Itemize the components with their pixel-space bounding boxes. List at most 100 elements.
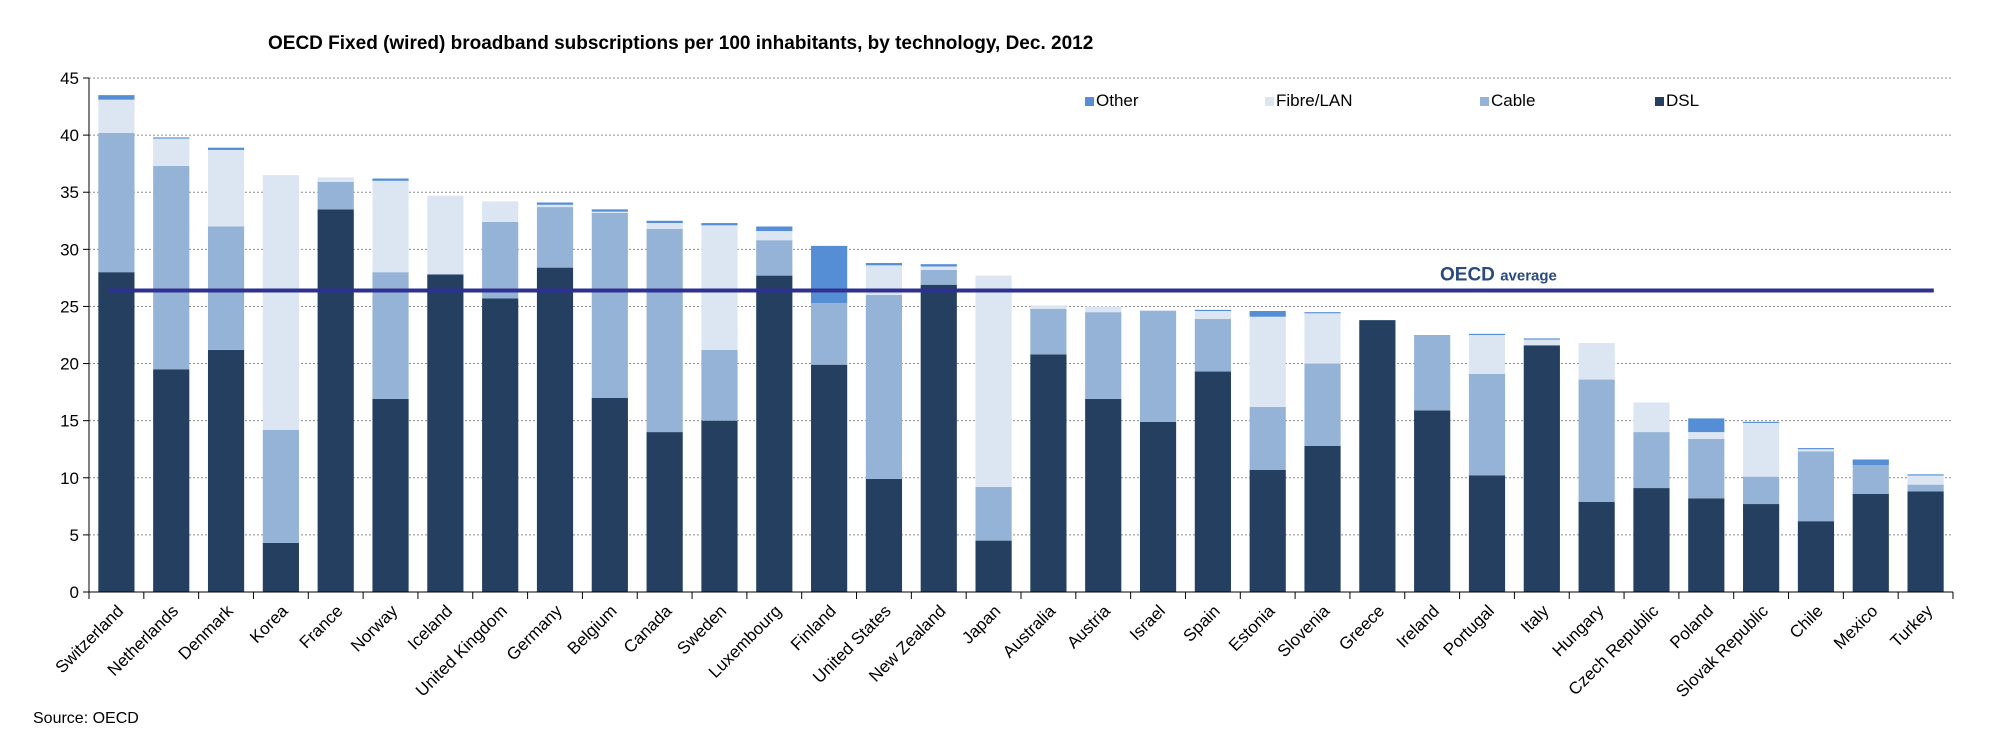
legend-entry: Fibre/LAN [1265, 91, 1353, 110]
bar-group [1523, 338, 1560, 592]
legend-label: DSL [1666, 91, 1699, 110]
y-tick-label: 5 [70, 526, 79, 545]
bar-segment [98, 272, 135, 592]
legend-swatch [1480, 97, 1489, 106]
legend-entry: DSL [1655, 91, 1699, 110]
legend-label: Other [1096, 91, 1139, 110]
x-tick-label: Slovak Republic [1672, 601, 1772, 701]
bar-segment [317, 181, 354, 210]
bar-segment [1414, 335, 1451, 411]
bar-segment [1688, 418, 1725, 433]
bar-segment [811, 364, 848, 592]
bar-group [1359, 320, 1396, 592]
x-tick-label: Sweden [673, 601, 730, 658]
bar-segment [701, 225, 738, 350]
source-note: Source: OECD [33, 710, 139, 727]
bar-segment [1578, 379, 1615, 502]
bar-group [591, 209, 628, 592]
bar-segment [1139, 421, 1177, 592]
y-tick-label: 30 [60, 240, 79, 259]
bar-segment [482, 201, 519, 222]
x-tick-label: Finland [787, 601, 840, 654]
bar-segment [372, 178, 409, 181]
bar-group [701, 223, 738, 592]
bar-group [262, 175, 299, 592]
legend-swatch [1655, 97, 1664, 106]
bar-segment [1468, 475, 1506, 592]
bar-segment [1304, 445, 1341, 592]
bar-group [1414, 335, 1451, 592]
bar-segment [1523, 345, 1560, 592]
bar-group [1304, 312, 1341, 592]
bar-segment [1194, 309, 1231, 312]
y-tick-label: 35 [60, 183, 79, 202]
bar-segment [1249, 316, 1286, 407]
bar-group [1249, 311, 1286, 592]
x-tick-label: Korea [246, 601, 292, 647]
bar-group [920, 264, 957, 592]
bar-segment [865, 263, 903, 266]
bar-group [427, 195, 464, 592]
bar-group [482, 201, 519, 592]
bar-segment [1907, 491, 1944, 592]
bar-segment [646, 432, 683, 592]
x-tick-label: Japan [958, 601, 1004, 647]
bar-segment [975, 275, 1012, 487]
bar-segment [920, 269, 957, 285]
bar-group [317, 177, 354, 592]
oecd-average: OECD average [108, 264, 1934, 293]
x-tick-label: Israel [1126, 601, 1169, 644]
bar-segment [756, 231, 793, 241]
bar-segment [1633, 402, 1670, 433]
legend-entry: Other [1085, 91, 1139, 110]
bar-segment [536, 204, 574, 208]
bar-segment [207, 147, 245, 150]
bar-segment [1743, 504, 1780, 592]
bar-segment [207, 349, 245, 592]
x-tick-label: Portugal [1440, 601, 1498, 659]
x-tick-label: Germany [503, 601, 566, 664]
bar-segment [1852, 459, 1889, 466]
x-tick-label: Greece [1335, 601, 1388, 654]
bar-group [1797, 448, 1835, 592]
bar-segment [1304, 363, 1341, 446]
bar-segment [372, 272, 409, 399]
bar-segment [317, 177, 354, 182]
bar-segment [1852, 493, 1889, 592]
bar-segment [1194, 371, 1231, 592]
bar-segment [1688, 432, 1725, 439]
x-tick-label: Mexico [1830, 601, 1882, 653]
bar-segment [207, 226, 245, 350]
legend-entry: Cable [1480, 91, 1535, 110]
bar-segment [756, 240, 793, 276]
x-tick-label: Australia [999, 601, 1060, 662]
bar-segment [1578, 501, 1615, 592]
x-tick-label: Chile [1786, 601, 1827, 642]
bar-group [1633, 402, 1670, 592]
bar-segment [1743, 422, 1780, 477]
bar-segment [1688, 438, 1725, 499]
bar-group [372, 178, 409, 592]
bar-group [1852, 459, 1889, 592]
bar-segment [1030, 305, 1067, 309]
bar-group [1194, 309, 1231, 592]
bar-segment [1633, 488, 1670, 592]
bar-segment [372, 180, 409, 273]
gridlines [89, 77, 1953, 536]
bar-segment [865, 295, 903, 479]
bar-segment [536, 202, 574, 205]
bar-segment [1523, 339, 1560, 346]
y-tick-label: 10 [60, 469, 79, 488]
bar-segment [811, 245, 848, 304]
legend-label: Cable [1491, 91, 1535, 110]
y-tick-label: 20 [60, 355, 79, 374]
bar-segment [153, 138, 190, 166]
bar-group [207, 147, 245, 592]
x-tick-label: Canada [620, 601, 676, 657]
bar-segment [1139, 311, 1177, 422]
average-label: OECD average [1440, 264, 1557, 285]
bar-segment [1359, 320, 1396, 592]
bar-segment [98, 132, 135, 273]
